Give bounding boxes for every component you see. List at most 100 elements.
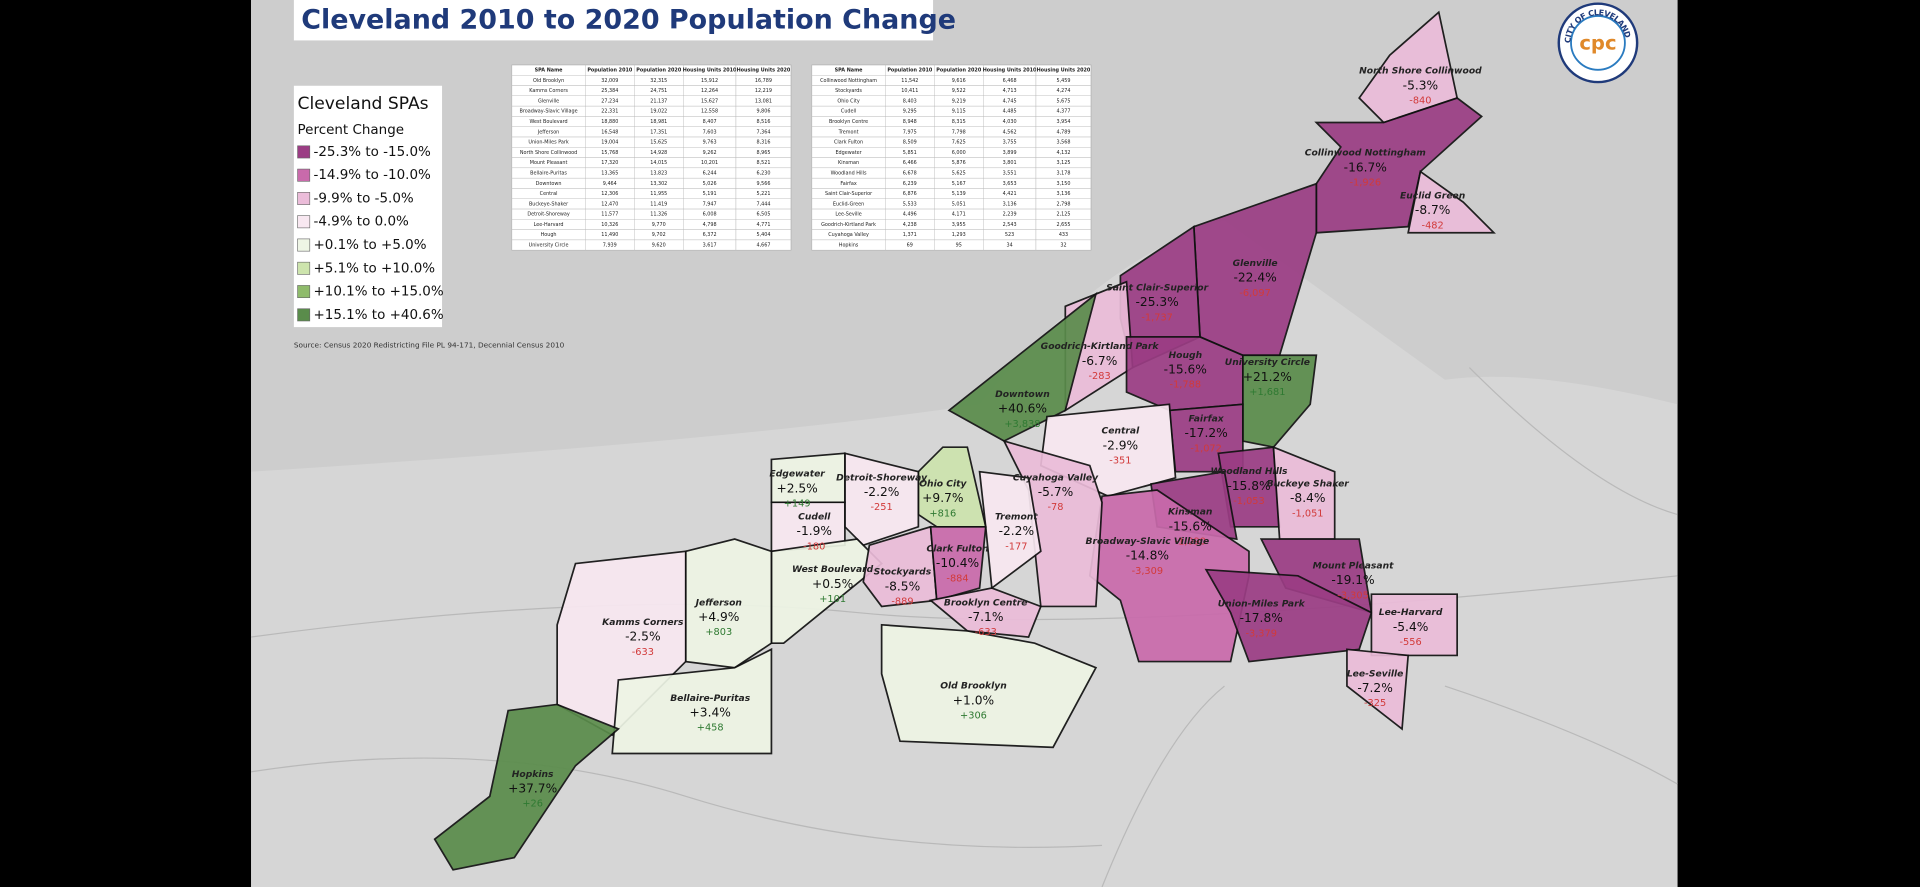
table-cell-text: 10,201 [701,160,718,166]
table-cell-text: 7,625 [952,140,966,146]
region-change: +306 [960,710,987,721]
table-cell-text: 11,490 [601,232,618,238]
table-cell-text: Collinwood Nottingham [820,78,877,84]
table-cell-text: 8,509 [903,140,917,146]
region-percent: -15.6% [1164,362,1207,376]
region-change: -283 [1088,371,1110,382]
table-cell-text: 9,616 [952,78,966,84]
region [1088,489,1250,663]
table-cell-text: 27,234 [601,98,618,104]
region-percent: -5.7% [1038,485,1073,499]
table-cell-text: 24,751 [650,88,667,94]
table-cell-text: 6,505 [756,212,770,218]
table-cell-text: 4,562 [1003,129,1017,135]
region-percent: -17.2% [1184,426,1227,440]
table-cell-text: 5,139 [952,191,966,197]
table-header: Housing Units 2010 [983,68,1037,74]
table-cell-text: 8,403 [903,98,917,104]
region-change: -1,051 [1292,508,1324,519]
tables: SPA Name Population 2010 Population 2020 Ho… [511,64,1092,251]
table-cell-text: Edgewater [835,150,861,156]
region-percent: -2.5% [625,630,660,644]
table-cell-text: 16,789 [755,78,772,84]
region-name: Buckeye Shaker [1267,478,1350,489]
table-cell-text: 2,655 [1056,222,1070,228]
table-cell [735,239,792,251]
table-cell-text: Hopkins [839,243,859,249]
region-change: +816 [929,508,956,519]
table-cell-text: 3,801 [1003,160,1017,166]
legend-box [293,85,443,328]
region-percent: -22.4% [1233,271,1276,285]
table-cell-text: 18,880 [601,119,618,125]
legend-label: +15.1% to +40.6% [313,307,443,323]
region-name: Lee-Harvard [1379,607,1443,618]
table-cell-text: 3,755 [1003,140,1017,146]
region-percent: +1.0% [953,693,994,707]
table-cell-text: 4,132 [1056,150,1070,156]
legend-label: -9.9% to -5.0% [313,190,413,206]
region-change: -1,737 [1141,312,1173,323]
region-change: +3,838 [1004,419,1040,430]
table-cell-text: 6,000 [952,150,966,156]
table-cell-text: 9,566 [756,181,770,187]
legend-swatch [297,285,311,299]
region-change: -556 [1400,637,1422,648]
title-box [293,0,934,41]
region-name: Detroit-Shoreway [836,472,928,483]
table-cell-text: 11,326 [650,212,667,218]
region-percent: -1.9% [797,524,832,538]
legend-label: +10.1% to +15.0% [313,284,443,300]
table-cell-text: Ohio City [837,98,859,104]
region-percent: -19.1% [1331,573,1374,587]
table-cell-text: 6,239 [903,181,917,187]
region-name: North Shore Collinwood [1359,66,1482,77]
table-cell-text: 19,022 [650,109,667,115]
table-cell-text: 4,030 [1003,119,1017,125]
table-cell-text: 4,667 [756,243,770,249]
region-name: Hough [1169,350,1203,361]
table-cell-text: 32,315 [650,78,667,84]
table-cell-text: Union-Miles Park [528,140,569,146]
region-change: -351 [1109,456,1131,467]
region-change: +803 [705,627,732,638]
table-header: Housing Units 2020 [1037,68,1091,74]
legend-swatch [297,192,311,205]
legend-swatch [297,168,311,182]
table-cell-text: 9,219 [952,98,966,104]
table-cell-text: 17,351 [650,129,667,135]
table-cell-text: 2,798 [1056,201,1070,207]
table-cell-text: 11,419 [650,201,667,207]
table-cell-text: 3,653 [1003,181,1017,187]
table-cell-text: 4,274 [1056,88,1070,94]
region [1204,568,1373,663]
table-cell-text: 5,191 [703,191,717,197]
table-cell-text: 3,955 [952,222,966,228]
region-change: -1,053 [1233,496,1265,507]
region-percent: -17.8% [1240,611,1283,625]
region-change: -633 [975,627,997,638]
table-cell-text: Woodland Hills [831,170,867,176]
region-percent: +4.9% [698,610,739,624]
table-cell-text: Hough [541,232,557,238]
region-change: +1,681 [1249,387,1285,398]
table-cell-text: 32 [1060,243,1066,249]
table-cell-text: 7,947 [703,201,717,207]
table-cell-text: 8,407 [703,119,717,125]
table-cell-text: 9,806 [756,109,770,115]
table-cell-text: 3,617 [703,243,717,249]
legend-label: -4.9% to 0.0% [313,214,409,230]
table-cell-text: Cudell [841,109,856,115]
table-cell-text: 5,167 [952,181,966,187]
region-name: Bellaire-Puritas [670,693,751,704]
region-change: -889 [891,597,913,608]
region-percent: -2.2% [864,485,899,499]
table-cell-text: 8,521 [756,160,770,166]
region-percent: -16.7% [1344,160,1387,174]
table-cell-text: Buckeye-Shaker [529,201,568,207]
region-change: -1,072 [1190,443,1222,454]
table-cell-text: 433 [1059,232,1068,238]
region-percent: +3.4% [690,706,731,720]
table-cell-text: 4,745 [1003,98,1017,104]
